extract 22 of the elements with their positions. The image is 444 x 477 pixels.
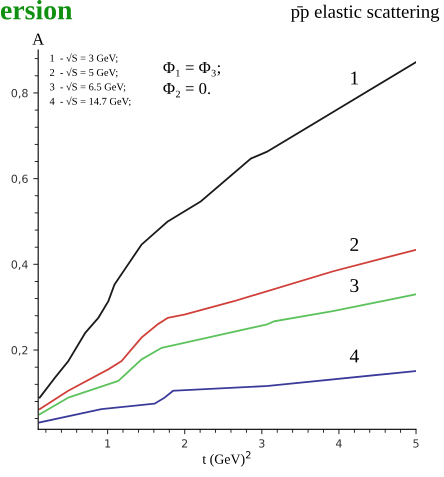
series-label: 1 bbox=[351, 72, 358, 84]
text: ersion bbox=[0, 0, 72, 20]
x-axis-title: t (GeV)$^{2}$ bbox=[202, 451, 250, 467]
line-series bbox=[38, 61, 416, 398]
x-tick-label: 3 bbox=[259, 439, 264, 448]
line-series bbox=[38, 293, 416, 416]
y-tick-label: 0,2 bbox=[12, 346, 28, 356]
y-tick-label: 0,6 bbox=[12, 174, 28, 184]
chart-title: p̄p elastic scattering bbox=[290, 4, 440, 22]
y-tick-label: 0,4 bbox=[12, 260, 28, 270]
y-tick-label: 0,8 bbox=[12, 88, 28, 98]
series-label: 4 bbox=[350, 350, 359, 362]
x-tick-label: 4 bbox=[336, 439, 342, 448]
series-label: 3 bbox=[350, 279, 358, 292]
annotation: 1 - √S = 3 GeV; 2 - √S = 5 GeV; 3 - √S = 6.5 GeV; 4 - √S = 14.7 GeV; bbox=[50, 53, 130, 106]
y-axis-title: A bbox=[32, 34, 44, 45]
x-tick-label: 1 bbox=[105, 439, 110, 448]
annotation: Φ₁ = Φ₃; Φ₂ = 0. bbox=[163, 62, 220, 98]
x-tick-label: 5 bbox=[413, 439, 419, 448]
series-label: 2 bbox=[350, 238, 358, 251]
line-series bbox=[38, 370, 416, 424]
x-tick-label: 2 bbox=[182, 439, 188, 448]
